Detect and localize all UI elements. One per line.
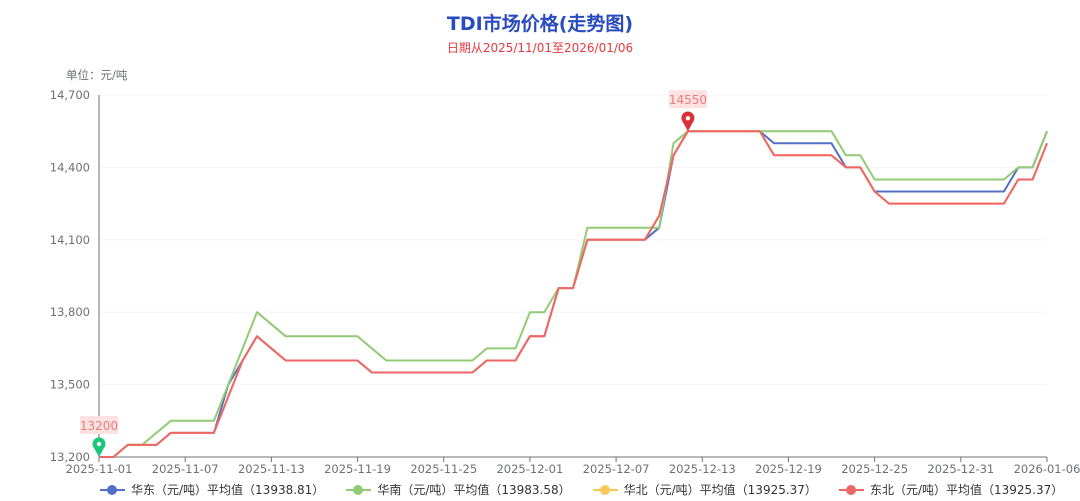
x-tick-label: 2025-12-25 xyxy=(841,462,908,476)
legend-marker-icon xyxy=(100,483,125,497)
x-tick-label: 2025-12-31 xyxy=(927,462,994,476)
x-tick-label: 2025-12-07 xyxy=(583,462,650,476)
min-label: 13200 xyxy=(80,419,118,433)
chart-subtitle: 日期从2025/11/01至2026/01/06 xyxy=(446,41,634,55)
min-pin-icon xyxy=(92,437,106,457)
max-label-bg xyxy=(668,90,707,109)
series-line-1 xyxy=(99,130,1048,458)
x-tick-label: 2025-11-19 xyxy=(324,462,391,476)
x-tick-label: 2025-12-01 xyxy=(496,462,563,476)
y-tick-label: 14,700 xyxy=(50,88,90,102)
y-tick-label: 13,500 xyxy=(50,378,90,392)
legend-label: 华北（元/吨）平均值（13925.37） xyxy=(623,483,817,497)
y-tick-label: 13,200 xyxy=(50,450,90,464)
x-tick-label: 2025-12-19 xyxy=(755,462,822,476)
legend: 华东（元/吨）平均值（13938.81） 华南（元/吨）平均值（13983.58）… xyxy=(100,481,1063,498)
x-tick-label: 2025-11-13 xyxy=(238,462,305,476)
legend-marker-icon xyxy=(592,483,618,497)
legend-label: 华南（元/吨）平均值（13983.58） xyxy=(377,483,571,497)
y-axis-label: 单位：元/吨 xyxy=(66,68,128,82)
legend-item[interactable]: 华南（元/吨）平均值（13983.58） xyxy=(346,481,571,498)
min-pin-dot xyxy=(96,441,102,447)
legend-item[interactable]: 东北（元/吨）平均值（13925.37） xyxy=(838,481,1064,498)
legend-marker-icon xyxy=(838,483,864,497)
x-tick-label: 2026-01-06 xyxy=(1014,462,1080,476)
x-tick-label: 2025-12-13 xyxy=(669,462,736,476)
x-tick-label: 2025-11-25 xyxy=(410,462,477,476)
min-label-bg xyxy=(80,416,118,434)
series-line-3 xyxy=(99,130,1048,458)
x-tick-label: 2025-11-07 xyxy=(152,462,219,476)
max-pin-icon xyxy=(681,111,695,132)
chart-title: TDI市场价格(走势图) xyxy=(446,13,634,35)
y-tick-label: 14,100 xyxy=(50,233,90,247)
legend-label: 华东（元/吨）平均值（13938.81） xyxy=(131,483,325,497)
x-tick-label: 2025-11-01 xyxy=(66,462,133,476)
legend-marker-icon xyxy=(346,483,372,497)
legend-label: 东北（元/吨）平均值（13925.37） xyxy=(869,483,1064,497)
y-tick-label: 13,800 xyxy=(50,305,90,319)
max-label: 14550 xyxy=(669,93,707,107)
legend-item[interactable]: 华东（元/吨）平均值（13938.81） xyxy=(100,481,324,498)
max-pin-dot xyxy=(685,116,691,121)
y-tick-label: 14,400 xyxy=(50,160,90,174)
legend-item[interactable]: 华北（元/吨）平均值（13925.37） xyxy=(592,481,817,498)
